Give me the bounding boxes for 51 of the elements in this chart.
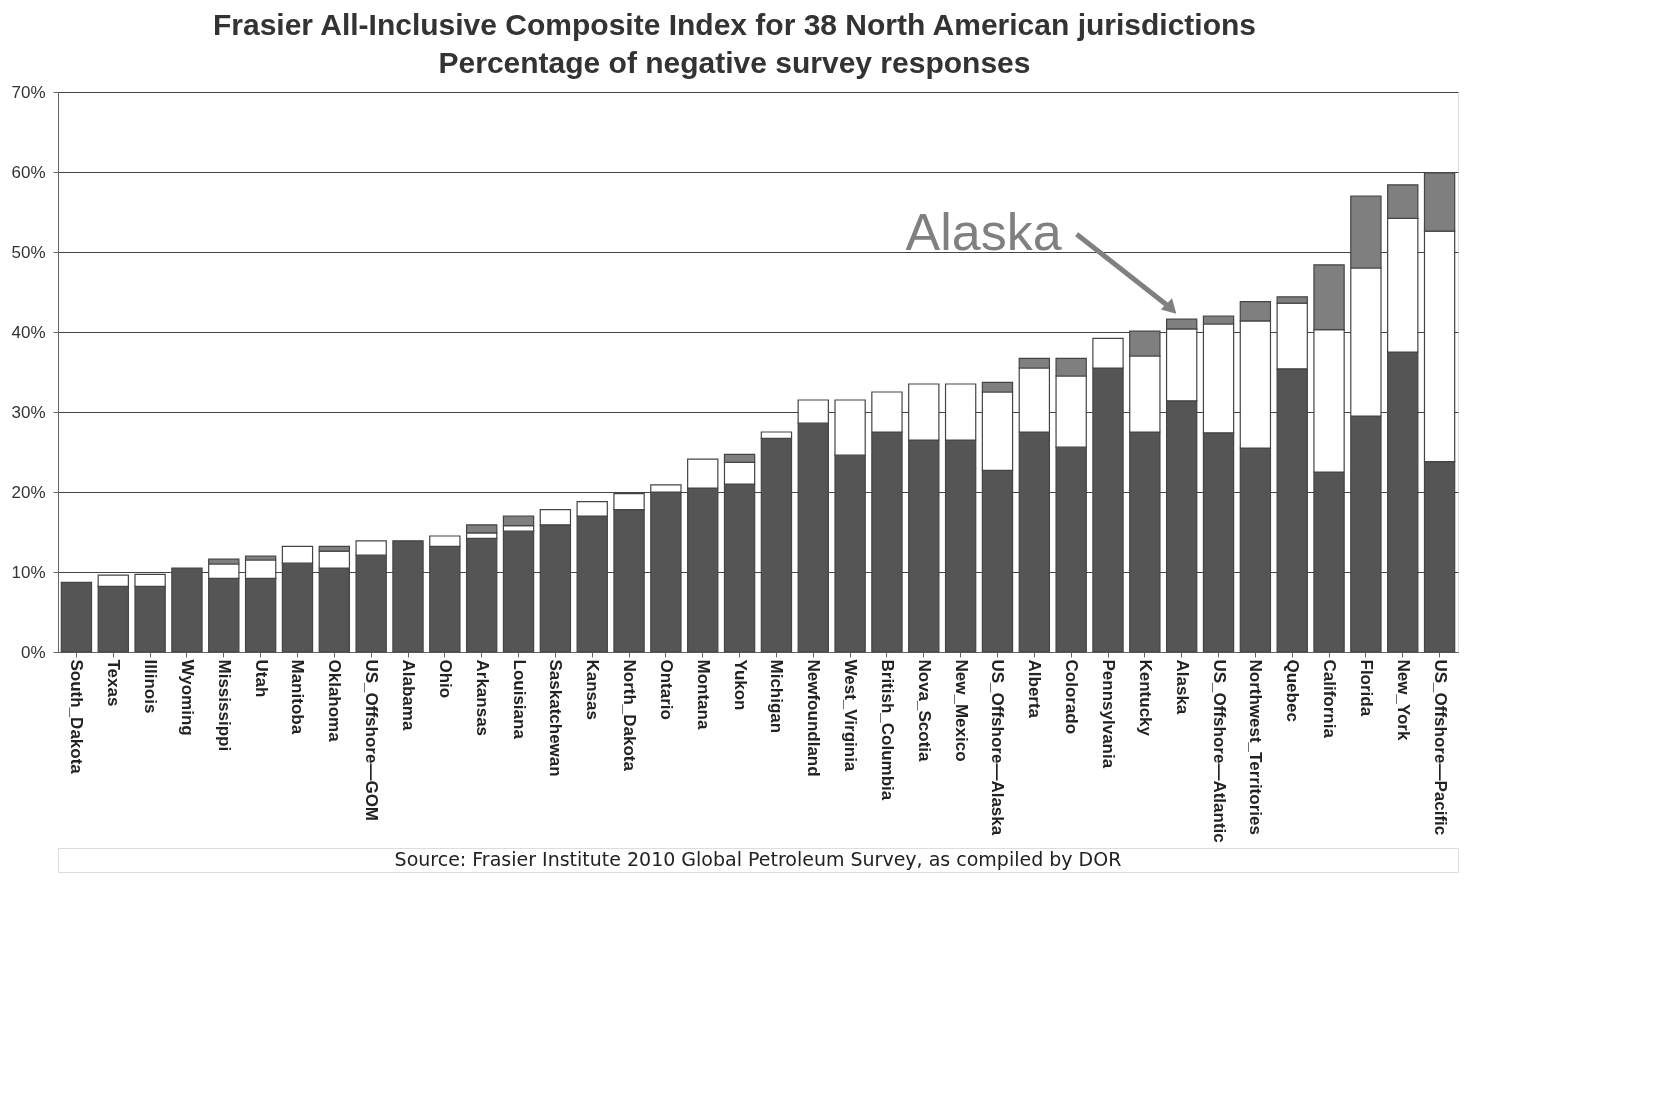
y-tick-label: 0% [20,642,46,662]
annotation: Alaska [905,203,1062,262]
x-tick-label: California [1320,659,1340,739]
x-tick-label: Northwest_Territories [1246,659,1266,835]
source-note: Source: Frasier Institute 2010 Global Petroleum Survey, as compiled by DOR [394,848,1122,870]
y-tick-label: 30% [11,402,46,422]
x-tick-label: Manitoba [288,659,308,735]
x-tick-label: Mississippi [214,659,234,752]
x-tick-label: British_Columbia [877,659,897,801]
x-tick-label: North_Dakota [620,659,640,772]
x-tick-label: Texas [104,659,124,707]
x-tick-label: Florida [1356,659,1376,717]
y-tick-label: 50% [11,242,46,262]
x-tick-label: New_York [1393,659,1413,741]
y-tick-label: 40% [11,322,46,342]
x-tick-label: Montana [693,659,713,730]
x-tick-label: Colorado [1062,659,1082,735]
x-tick-label: Michigan [767,659,787,734]
x-tick-label: Alabama [399,659,418,731]
x-tick-label: Alberta [1025,659,1045,719]
x-tick-label: Quebec [1283,659,1303,722]
x-tick-label: Alaska [1172,659,1192,715]
x-tick-label: Arkansas [472,659,492,737]
x-tick-label: Nova_Scotia [914,659,934,763]
x-tick-label: South_Dakota [67,659,87,775]
y-tick-label: 20% [11,482,46,502]
x-tick-label: Kansas [583,659,603,720]
x-tick-label: Yukon [730,659,750,711]
y-tick-label: 70% [11,82,46,102]
x-tick-label: Newfoundland [804,659,824,777]
x-tick-label: Louisiana [509,659,529,740]
x-tick-label: Ontario [656,659,676,720]
chart-subtitle: Percentage of negative survey responses [438,45,1031,79]
x-tick-label: Ohio [435,659,455,699]
x-tick-label: Saskatchewan [546,659,566,777]
y-tick-label: 60% [11,162,46,182]
x-tick-label: Illinois [141,659,161,714]
x-tick-label: US_Offshore—GOM [362,659,382,822]
x-tick-label: Wyoming [177,659,197,736]
y-tick-label: 10% [11,562,46,582]
x-tick-label: Kentucky [1135,659,1155,737]
x-tick-label: Oklahoma [325,659,345,743]
x-tick-label: US_Offshore—Pacific [1430,659,1450,836]
x-tick-label: West_Virginia [841,659,861,772]
x-tick-label: US_Offshore—Atlantic [1209,659,1229,843]
chart-title: Frasier All-Inclusive Composite Index for 38 North American jurisdictions [212,7,1256,41]
x-tick-label: US_Offshore—Alaska [988,659,1008,836]
bar [60,581,93,653]
x-tick-label: New_Mexico [951,659,971,762]
x-tick-label: Utah [251,659,271,698]
x-tick-label: Pennsylvania [1099,659,1118,769]
